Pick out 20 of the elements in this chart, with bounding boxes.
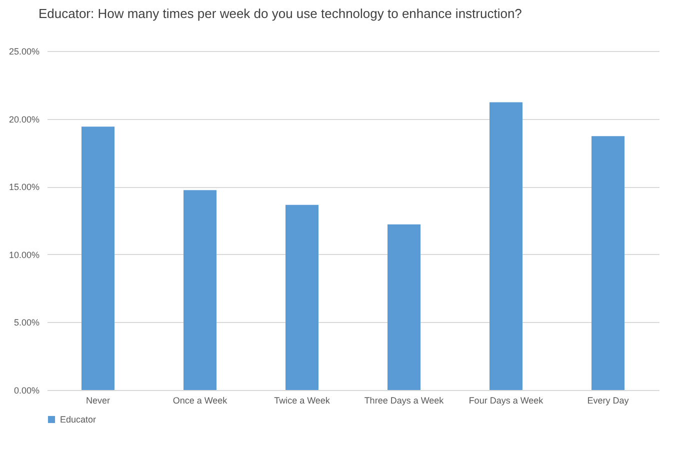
bar	[490, 102, 522, 390]
y-tick-label: 20.00%	[8, 114, 40, 124]
y-tick-label: 15.00%	[8, 182, 40, 192]
bar	[184, 190, 216, 390]
bar	[286, 204, 318, 390]
y-tick-label: 5.00%	[14, 318, 40, 328]
x-tick-label: Four Days a Week	[468, 396, 544, 406]
x-tick-label: Once a Week	[172, 396, 228, 406]
bar	[592, 136, 624, 390]
y-tick-label: 25.00%	[8, 46, 40, 56]
chart-title: Educator: How many times per week do you use technology to enhance instruction?	[38, 6, 522, 21]
y-tick-label: 10.00%	[8, 250, 40, 260]
x-tick-label: Twice a Week	[274, 396, 330, 406]
legend-label: Educator	[60, 414, 96, 424]
bar	[82, 126, 114, 390]
bar	[388, 224, 420, 390]
x-tick-label: Never	[86, 396, 110, 406]
x-tick-label: Three Days a Week	[364, 396, 444, 406]
x-tick-label: Every Day	[587, 396, 630, 406]
y-tick-label: 0.00%	[14, 386, 40, 396]
